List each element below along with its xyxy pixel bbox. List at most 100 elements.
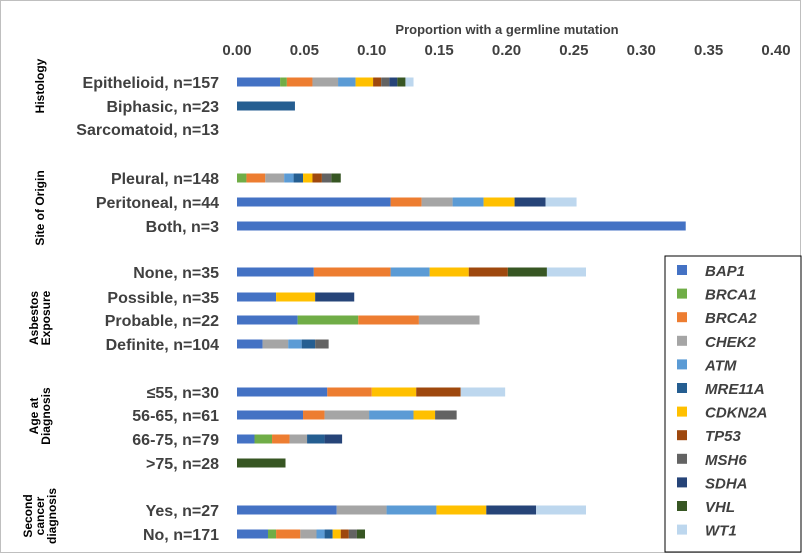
bar-segment-mre11a [301,339,316,349]
bar-segment-mre11a [324,529,333,539]
bar-segment-msh6 [435,410,457,420]
legend-label: BAP1 [705,263,745,280]
legend-swatch [677,524,687,535]
category-label: Biphasic, n=23 [107,99,220,116]
bar-segment-msh6 [381,77,390,87]
bar-segment-bap1 [237,529,268,539]
legend-swatch [677,453,687,464]
bar-segment-brca1 [267,529,277,539]
legend-swatch [677,312,687,323]
bar-segment-sdha [514,197,546,207]
group-label: Histology [33,58,47,113]
bar-segment-brca2 [327,387,372,397]
bar-segment-cdkn2a [355,77,374,87]
group-label: Age atDiagnosis [27,387,53,445]
legend-label: TP53 [705,428,742,445]
bar-segment-tp53 [416,387,461,397]
group-label: AsbestosExposure [27,290,53,345]
bar-segment-wt1 [545,197,577,207]
legend-swatch [677,406,687,417]
legend-swatch [677,430,687,441]
bar-segment-bap1 [237,410,304,420]
bar-segment-mre11a [293,173,304,183]
x-axis-ticks: 0.00 0.05 0.10 0.15 0.20 0.25 0.30 0.35 0.40 [222,42,790,59]
legend-label: MSH6 [705,452,747,469]
category-label: No, n=171 [143,527,219,544]
legend-box [664,255,802,553]
bar-segment-wt1 [405,77,414,87]
x-axis-title: Proportion with a germline mutation [395,22,618,37]
bar-segment-chek2 [262,339,289,349]
bar-segment-sdha [324,434,343,444]
bar-segment-bap1 [237,434,255,444]
category-label: Pleural, n=148 [111,171,219,188]
x-tick-label: 0.20 [492,42,521,59]
legend-swatch [677,383,687,393]
bar-segment-brca1 [297,315,359,325]
x-tick-label: 0.35 [694,42,723,59]
bar-segment-chek2 [289,434,308,444]
category-label: Both, n=3 [146,219,219,236]
category-label: ≤55, n=30 [147,385,219,402]
category-label: Sarcomatoid, n=13 [76,122,219,139]
bar-segment-brca2 [390,197,422,207]
bar-segment-mre11a [307,434,325,444]
legend-label: CDKN2A [705,405,768,422]
bar-segment-vhl [507,267,547,277]
bar-segment-tp53 [312,173,322,183]
bar-segment-cdkn2a [332,529,341,539]
bar-segment-bap1 [237,387,328,397]
bar-segment-bap1 [237,197,391,207]
bar-segment-sdha [486,505,537,515]
bar-segment-bap1 [237,267,314,277]
legend-label: BRCA2 [705,310,757,327]
bar-segment-sdha [315,292,355,302]
x-tick-label: 0.25 [559,42,588,59]
legend-label: VHL [705,499,735,516]
bar-segment-cdkn2a [371,387,417,397]
category-label: 66-75, n=79 [132,432,219,449]
x-tick-label: 0.00 [222,42,251,59]
legend-label: MRE11A [705,381,765,398]
bar-segment-bap1 [237,505,337,515]
group-labels: Histology Site of Origin AsbestosExposure A… [21,58,59,544]
legend-label: CHEK2 [705,334,757,351]
bar-segment-wt1 [536,505,587,515]
bar-segment-brca2 [286,77,313,87]
bar-segment-cdkn2a [436,505,487,515]
x-tick-label: 0.30 [627,42,656,59]
bar-segment-chek2 [324,410,370,420]
bar-segment-brca1 [237,173,247,183]
bar-segment-bap1 [237,221,686,231]
bar-segment-vhl [397,77,406,87]
bar-segment-brca1 [280,77,287,87]
bar-segment-chek2 [418,315,480,325]
bar-segment-cdkn2a [429,267,469,277]
legend-swatch [677,477,687,488]
bar-segment-brca2 [246,173,266,183]
legend-label: BRCA1 [705,287,757,304]
category-label: Probable, n=22 [105,313,219,330]
bar-segment-cdkn2a [483,197,515,207]
category-label: Definite, n=104 [106,337,219,354]
category-label: >75, n=28 [146,456,219,473]
category-label: Peritoneal, n=44 [96,195,219,212]
bar-segment-atm [288,339,302,349]
bar-segment-bap1 [237,77,281,87]
bar-segment-vhl [237,458,286,468]
bar-segment-cdkn2a [413,410,436,420]
bar-segment-atm [390,267,430,277]
category-label: Yes, n=27 [146,503,219,520]
bar-segment-tp53 [340,529,349,539]
bar-segment-brca2 [276,529,301,539]
bar-segment-atm [452,197,484,207]
bar-segment-msh6 [315,339,329,349]
category-label: Possible, n=35 [107,290,219,307]
bar-segment-tp53 [373,77,382,87]
bar-segment-brca2 [272,434,290,444]
category-label: Epithelioid, n=157 [83,75,220,92]
bar-segment-atm [369,410,414,420]
group-label: Secondcancerdiagnosis [21,488,59,544]
bar-segment-vhl [356,529,366,539]
